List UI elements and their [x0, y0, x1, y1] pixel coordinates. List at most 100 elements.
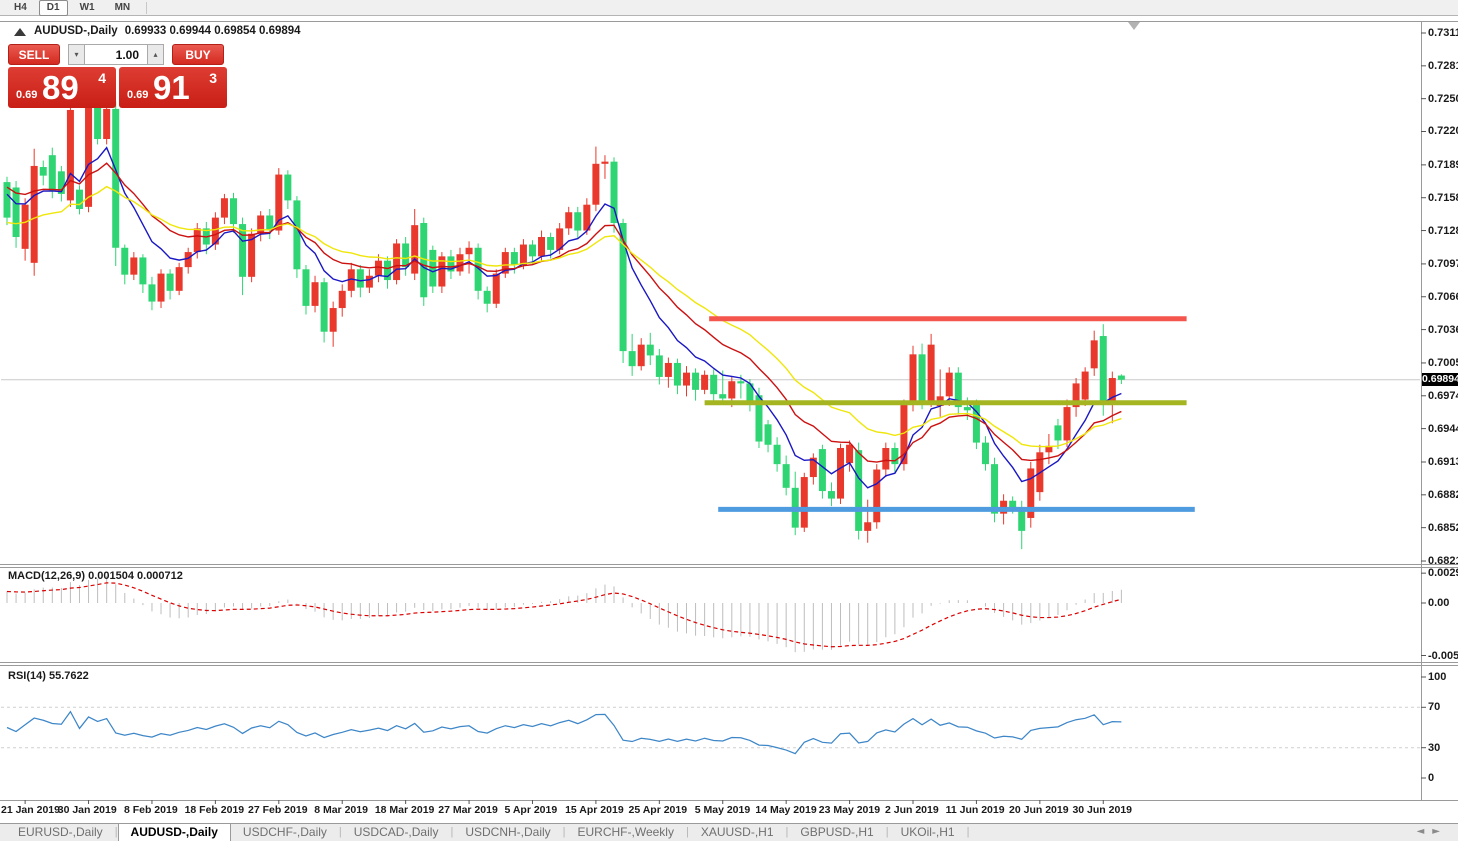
volume-input[interactable] — [85, 44, 147, 65]
price-axis-label: 0.72505 — [1428, 92, 1458, 105]
date-axis-label: 11 Jun 2019 — [945, 804, 1005, 816]
price-axis-label: 0.70050 — [1428, 356, 1458, 369]
date-axis-label: 20 Jun 2019 — [1009, 804, 1069, 816]
indicator-axis-label: 100 — [1428, 671, 1447, 683]
rsi-panel-bottom-border — [0, 800, 1458, 801]
indicator-axis-label: 0 — [1428, 772, 1435, 784]
volume-increase-button[interactable]: ▴ — [147, 44, 164, 65]
tab-usdcad-daily[interactable]: USDCAD-,Daily — [353, 825, 439, 839]
sell-price-digits: 89 — [42, 69, 79, 106]
price-axis-separator — [1421, 22, 1422, 800]
price-axis-label: 0.69130 — [1428, 455, 1458, 468]
price-axis-label: 0.70970 — [1428, 257, 1458, 270]
rsi-panel-top-border[interactable] — [0, 665, 1458, 666]
buy-button[interactable]: BUY — [172, 44, 224, 65]
tab-separator: | — [450, 826, 454, 838]
date-axis-label: 25 Apr 2019 — [628, 804, 688, 816]
sell-price-pip: 4 — [98, 70, 106, 86]
tab-usdchf-daily[interactable]: USDCHF-,Daily — [242, 825, 327, 839]
chart-top-border — [0, 21, 1458, 22]
tab-gbpusd-h1[interactable]: GBPUSD-,H1 — [800, 825, 874, 839]
indicator-axis-label: 0.00 — [1428, 597, 1450, 609]
date-axis-label: 21 Jan 2019 — [1, 804, 60, 816]
timeframe-toolbar: H4 D1 W1 MN — [0, 0, 1458, 16]
tab-audusd-daily[interactable]: AUDUSD-,Daily — [117, 823, 231, 841]
date-axis-label: 30 Jan 2019 — [57, 804, 117, 816]
sell-button[interactable]: SELL — [8, 44, 60, 65]
macd-indicator-label: MACD(12,26,9) 0.001504 0.000712 — [8, 570, 183, 582]
buy-price-pip: 3 — [209, 70, 217, 86]
tab-separator: | — [785, 826, 789, 838]
tab-scroll-arrows[interactable]: ◄► — [1417, 826, 1448, 838]
tab-separator: | — [114, 826, 118, 838]
macd-signal-line — [6, 582, 1122, 648]
timeframe-button-w1[interactable]: W1 — [79, 1, 95, 13]
buy-price-digits: 91 — [153, 69, 190, 106]
price-axis-label: 0.71280 — [1428, 224, 1458, 237]
date-axis-label: 15 Apr 2019 — [565, 804, 624, 816]
main-panel-bottom-border[interactable] — [0, 564, 1458, 565]
price-axis-label: 0.72810 — [1428, 59, 1458, 72]
macd-histogram-layer — [6, 575, 1122, 653]
toolbar-separator — [146, 1, 148, 14]
sell-price-box[interactable]: 0.69 89 4 — [8, 67, 116, 108]
buy-price-prefix: 0.69 — [127, 89, 149, 101]
price-axis-label: 0.70665 — [1428, 290, 1458, 303]
tab-eurchf-weekly[interactable]: EURCHF-,Weekly — [577, 825, 674, 839]
price-axis-label: 0.70360 — [1428, 323, 1458, 336]
date-axis-label: 8 Feb 2019 — [123, 804, 178, 816]
one-click-collapse-icon[interactable] — [14, 28, 26, 36]
ma-fast-line — [6, 146, 1122, 489]
tab-separator: | — [338, 826, 342, 838]
indicator-axis-label: -0.00525 — [1428, 649, 1458, 662]
date-axis-label: 27 Feb 2019 — [248, 804, 308, 816]
timeframe-button-mn[interactable]: MN — [114, 1, 131, 13]
rsi-indicator-label: RSI(14) 55.7622 — [8, 670, 89, 682]
date-axis-label: 2 Jun 2019 — [885, 804, 939, 816]
tab-xauusd-h1[interactable]: XAUUSD-,H1 — [700, 825, 774, 839]
date-axis-label: 18 Feb 2019 — [184, 804, 245, 816]
chart-header: AUDUSD-,Daily 0.69933 0.69944 0.69854 0.… — [14, 25, 301, 39]
one-click-trading-panel: SELL ▾ ▴ BUY 0.69 89 4 0.69 91 3 — [8, 44, 227, 108]
current-price-badge: 0.69894 — [1422, 373, 1458, 387]
indicator-axis-label: 0.002984 — [1428, 567, 1458, 580]
timeframe-button-d1[interactable]: D1 — [38, 0, 68, 16]
indicator-axis-label: 70 — [1428, 701, 1441, 714]
chart-tab-bar: EURUSD-,Daily | AUDUSD-,Daily USDCHF-,Daily… — [0, 823, 1458, 841]
price-axis-label: 0.68520 — [1428, 521, 1458, 534]
price-axis-label: 0.73115 — [1428, 27, 1458, 39]
tab-scroll-right-icon[interactable]: ► — [1432, 826, 1448, 837]
volume-decrease-button[interactable]: ▾ — [68, 44, 85, 65]
price-axis-label: 0.68210 — [1428, 555, 1458, 568]
macd-panel-bottom-border[interactable] — [0, 662, 1458, 663]
tab-separator: | — [966, 826, 970, 838]
chart-shift-marker-icon[interactable] — [1128, 22, 1140, 30]
tab-separator: | — [885, 826, 889, 838]
tab-scroll-left-icon[interactable]: ◄ — [1416, 826, 1433, 837]
ma-slow-line — [6, 185, 1122, 448]
buy-price-box[interactable]: 0.69 91 3 — [119, 67, 227, 108]
chart-ohlc-values: 0.69933 0.69944 0.69854 0.69894 — [124, 25, 301, 38]
price-axis-label: 0.71890 — [1428, 158, 1458, 171]
ma-mid-line — [6, 162, 1122, 463]
price-axis-label: 0.69745 — [1428, 389, 1458, 402]
date-axis-label: 8 Mar 2019 — [314, 804, 368, 816]
price-axis-label: 0.69440 — [1428, 422, 1458, 435]
date-axis-label: 27 Mar 2019 — [438, 804, 498, 816]
price-axis-label: 0.68825 — [1428, 488, 1458, 501]
timeframe-button-h4[interactable]: H4 — [14, 1, 27, 13]
tab-separator: | — [562, 826, 566, 838]
indicator-axis-label: 30 — [1428, 741, 1441, 754]
price-axis-label: 0.72200 — [1428, 125, 1458, 138]
macd-panel-top-border[interactable] — [0, 567, 1458, 568]
date-axis-label: 18 Mar 2019 — [374, 804, 435, 816]
tab-usdcnh-daily[interactable]: USDCNH-,Daily — [465, 825, 551, 839]
tab-separator: | — [685, 826, 689, 838]
tab-ukoil-h1[interactable]: UKOil-,H1 — [900, 825, 955, 839]
rsi-line — [6, 710, 1122, 755]
date-axis-label: 30 Jun 2019 — [1072, 804, 1132, 816]
tab-eurusd-daily[interactable]: EURUSD-,Daily — [18, 825, 103, 839]
chart-symbol-title: AUDUSD-,Daily — [34, 25, 118, 38]
